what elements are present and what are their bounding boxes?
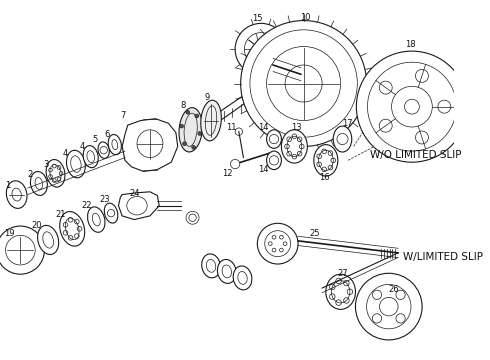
Circle shape: [438, 100, 451, 113]
Text: 18: 18: [405, 40, 416, 49]
Text: 3: 3: [44, 159, 49, 168]
Ellipse shape: [218, 260, 236, 283]
Text: 4: 4: [80, 142, 85, 151]
Text: W/O LIMITED SLIP: W/O LIMITED SLIP: [370, 150, 462, 160]
Text: 9: 9: [205, 93, 210, 102]
Text: 14: 14: [258, 122, 268, 131]
Text: 2: 2: [27, 170, 32, 179]
Circle shape: [356, 51, 467, 162]
Text: 19: 19: [4, 229, 15, 238]
Circle shape: [192, 145, 196, 149]
Ellipse shape: [333, 126, 352, 152]
Ellipse shape: [83, 146, 98, 168]
Circle shape: [416, 131, 428, 144]
Circle shape: [230, 159, 240, 169]
Circle shape: [396, 314, 405, 323]
Ellipse shape: [233, 266, 252, 290]
Polygon shape: [122, 119, 178, 171]
Circle shape: [198, 132, 201, 135]
Circle shape: [379, 81, 392, 94]
Text: 21: 21: [55, 210, 66, 219]
Circle shape: [235, 23, 287, 75]
Circle shape: [0, 226, 45, 274]
Ellipse shape: [38, 225, 59, 255]
Ellipse shape: [326, 274, 355, 309]
Circle shape: [241, 21, 367, 147]
Text: 4: 4: [63, 149, 68, 158]
Ellipse shape: [202, 254, 220, 278]
Text: 1: 1: [5, 181, 10, 190]
Circle shape: [257, 223, 298, 264]
Text: 24: 24: [129, 189, 140, 198]
Ellipse shape: [314, 145, 338, 176]
Ellipse shape: [104, 203, 118, 223]
Text: 11: 11: [226, 122, 237, 131]
Text: 25: 25: [310, 229, 320, 238]
Text: 5: 5: [93, 135, 98, 144]
Circle shape: [186, 211, 199, 224]
Circle shape: [372, 314, 382, 323]
Text: 14: 14: [258, 165, 268, 174]
Ellipse shape: [30, 172, 48, 195]
Circle shape: [379, 119, 392, 132]
Text: 16: 16: [318, 174, 329, 183]
Text: 27: 27: [337, 269, 348, 278]
Text: 10: 10: [300, 13, 311, 22]
Circle shape: [180, 124, 183, 128]
Ellipse shape: [201, 100, 221, 141]
Circle shape: [195, 114, 198, 118]
Text: 8: 8: [181, 101, 186, 110]
Text: 13: 13: [291, 122, 301, 131]
Text: 26: 26: [388, 284, 399, 293]
Text: 20: 20: [32, 221, 42, 230]
Ellipse shape: [281, 130, 307, 163]
Circle shape: [355, 273, 422, 340]
Ellipse shape: [6, 181, 27, 208]
Circle shape: [396, 290, 405, 300]
Text: 6: 6: [105, 130, 110, 139]
Text: 7: 7: [121, 111, 126, 120]
Text: 15: 15: [252, 14, 263, 23]
Text: 12: 12: [222, 169, 233, 178]
Text: W/LIMITED SLIP: W/LIMITED SLIP: [403, 252, 483, 262]
Ellipse shape: [179, 108, 202, 152]
Ellipse shape: [67, 150, 85, 178]
Circle shape: [372, 290, 382, 300]
Ellipse shape: [60, 212, 85, 246]
Ellipse shape: [88, 207, 105, 232]
Circle shape: [183, 142, 186, 145]
Circle shape: [416, 69, 428, 82]
Ellipse shape: [108, 135, 122, 155]
Ellipse shape: [98, 142, 109, 158]
Text: 23: 23: [99, 195, 110, 204]
Ellipse shape: [46, 159, 65, 187]
Ellipse shape: [267, 130, 281, 148]
Circle shape: [186, 111, 190, 114]
Polygon shape: [119, 192, 159, 220]
Text: 17: 17: [342, 119, 352, 128]
Ellipse shape: [267, 151, 281, 170]
Text: 22: 22: [82, 201, 92, 210]
